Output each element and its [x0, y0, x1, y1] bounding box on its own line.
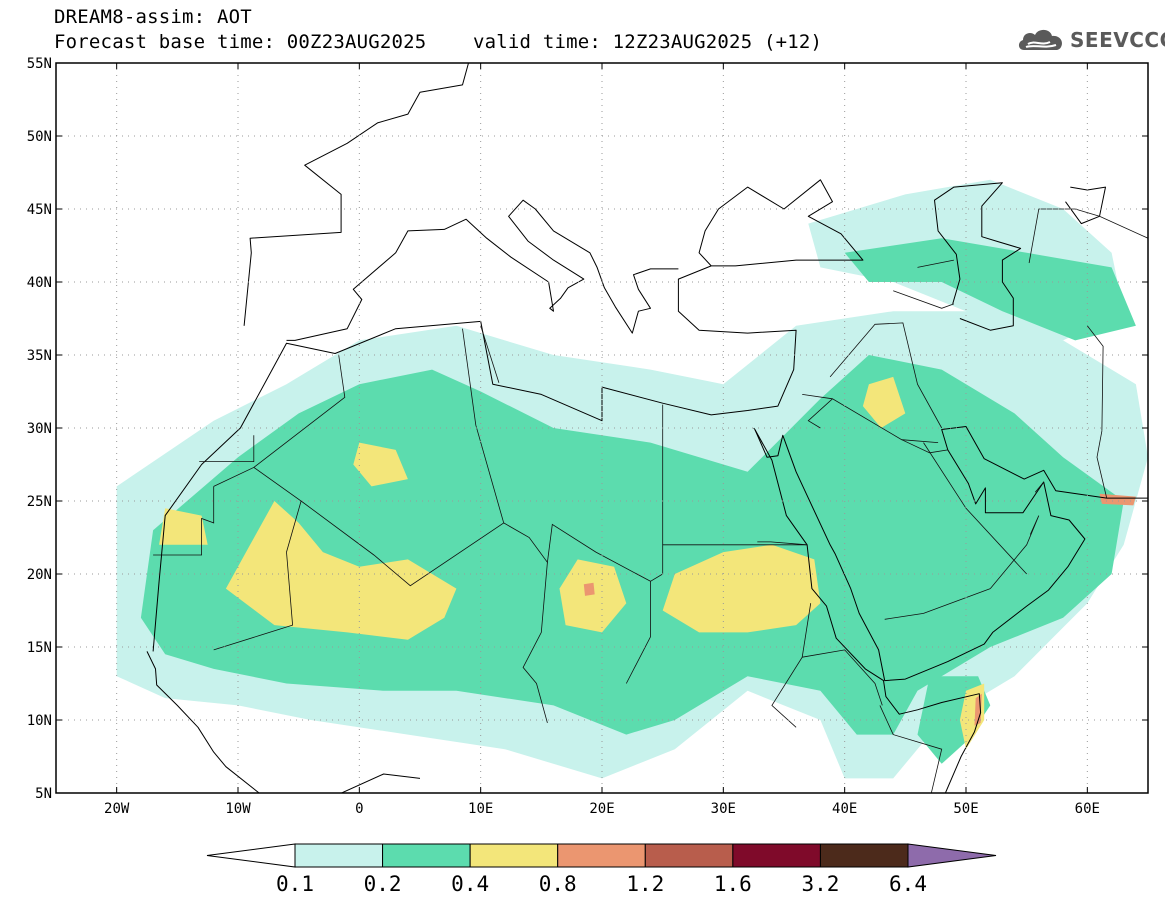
aot-contour-0p4-5 — [225, 501, 457, 640]
coastline-1 — [243, 63, 469, 326]
colorbar-label-0: 0.1 — [276, 872, 314, 896]
border-line-19 — [1086, 325, 1104, 431]
coastline-6 — [934, 182, 1022, 331]
map-frame — [55, 62, 1149, 794]
border-line-9 — [522, 562, 548, 724]
chart-title: DREAM8-assim: AOT — [54, 6, 252, 28]
border-line-16 — [884, 588, 991, 620]
colorbar-label-1: 0.2 — [364, 872, 402, 896]
border-line-5 — [503, 522, 651, 684]
cloud-icon — [1018, 29, 1062, 50]
border-line-12 — [807, 398, 833, 429]
colorbar-low-arrow — [206, 843, 296, 868]
aot-contour-0p8-12 — [583, 582, 595, 596]
colorbar-high-arrow — [907, 843, 997, 868]
border-line-8 — [480, 325, 500, 383]
latitude-axis: 55N 50N 45N 40N 35N 30N 25N 20N 15N 10N 5N — [27, 56, 52, 802]
logo-text: SEEVCCC — [1070, 28, 1165, 52]
border-line-15 — [923, 442, 1027, 575]
coastline-5 — [146, 651, 421, 793]
lon-label-5: 30E — [711, 801, 736, 817]
border-line-17 — [1034, 481, 1045, 493]
lat-label-2: 45N — [27, 202, 52, 218]
border-line-20 — [893, 290, 955, 309]
border-line-1 — [153, 486, 215, 556]
border-line-11 — [802, 394, 939, 443]
colorbar-bin-6 — [819, 843, 909, 868]
border-line-22 — [1028, 208, 1148, 264]
colorbar-label-4: 1.2 — [626, 872, 664, 896]
aot-contour-0p4-9 — [353, 442, 408, 487]
border-line-14 — [989, 515, 1040, 589]
lon-label-7: 50E — [953, 801, 978, 817]
lat-label-0: 55N — [27, 56, 52, 72]
coastline-0 — [152, 179, 864, 652]
coastline-7 — [1065, 186, 1106, 225]
colorbar-bin-3 — [557, 843, 646, 868]
lat-label-4: 35N — [27, 348, 52, 364]
colorbar-bin-1 — [382, 843, 471, 868]
seevccc-logo: SEEVCCC — [1016, 24, 1165, 58]
graticule — [56, 62, 1148, 794]
border-line-24 — [771, 603, 812, 728]
border-line-18 — [1096, 430, 1108, 499]
border-line-25 — [802, 649, 883, 706]
coastlines-borders — [146, 63, 1148, 793]
lon-label-8: 60E — [1075, 801, 1100, 817]
border-line-6 — [650, 544, 808, 582]
border-line-23 — [757, 541, 808, 546]
aot-contour-0p4-7 — [662, 544, 821, 633]
border-line-0 — [199, 435, 255, 462]
coastline-2 — [286, 199, 679, 341]
chart-subtitle: Forecast base time: 00Z23AUG2025 valid t… — [54, 31, 823, 53]
colorbar-bin-5 — [732, 843, 821, 868]
lat-label-10: 5N — [35, 786, 52, 802]
lat-label-1: 50N — [27, 129, 52, 145]
aot-contour-0p4-11 — [862, 376, 906, 428]
lon-label-0: 20W — [104, 801, 130, 817]
lat-label-8: 15N — [27, 640, 52, 656]
lat-label-3: 40N — [27, 275, 52, 291]
lat-label-5: 30N — [27, 421, 52, 437]
aot-contour-0p2-3 — [844, 238, 1136, 341]
colorbar-label-5: 1.6 — [714, 872, 752, 896]
lon-label-4: 20E — [589, 801, 614, 817]
aot-contour-0p4-8 — [159, 508, 208, 545]
lat-label-9: 10N — [27, 713, 52, 729]
colorbar-label-3: 0.8 — [539, 872, 577, 896]
border-line-2 — [213, 466, 302, 651]
border-line-26 — [879, 705, 943, 793]
coastline-4 — [754, 426, 1148, 682]
border-line-13 — [901, 439, 948, 454]
longitude-axis: 20W 10W 0 10E 20E 30E 40E 50E 60E — [104, 801, 1100, 817]
border-line-4 — [300, 328, 505, 587]
colorbar-bin-2 — [469, 843, 559, 868]
lon-label-2: 0 — [355, 801, 363, 817]
aot-contour-0p4-6 — [559, 559, 627, 633]
lat-label-7: 20N — [27, 567, 52, 583]
border-line-10 — [829, 322, 943, 429]
lon-label-1: 10W — [225, 801, 251, 817]
coastline-3 — [753, 427, 982, 793]
border-line-21 — [917, 259, 954, 268]
border-line-3 — [253, 354, 346, 468]
lat-label-6: 25N — [27, 494, 52, 510]
lon-label-3: 10E — [468, 801, 493, 817]
colorbar-bin-4 — [644, 843, 734, 868]
colorbar-label-6: 3.2 — [801, 872, 839, 896]
aot-contour-0p8-14 — [1099, 493, 1136, 506]
colorbar-legend: 0.1 0.2 0.4 0.8 1.2 1.6 3.2 6.4 — [206, 843, 997, 896]
colorbar-bin-0 — [294, 843, 384, 868]
lon-label-6: 40E — [832, 801, 857, 817]
colorbar-label-7: 6.4 — [889, 872, 927, 896]
colorbar-label-2: 0.4 — [451, 872, 489, 896]
